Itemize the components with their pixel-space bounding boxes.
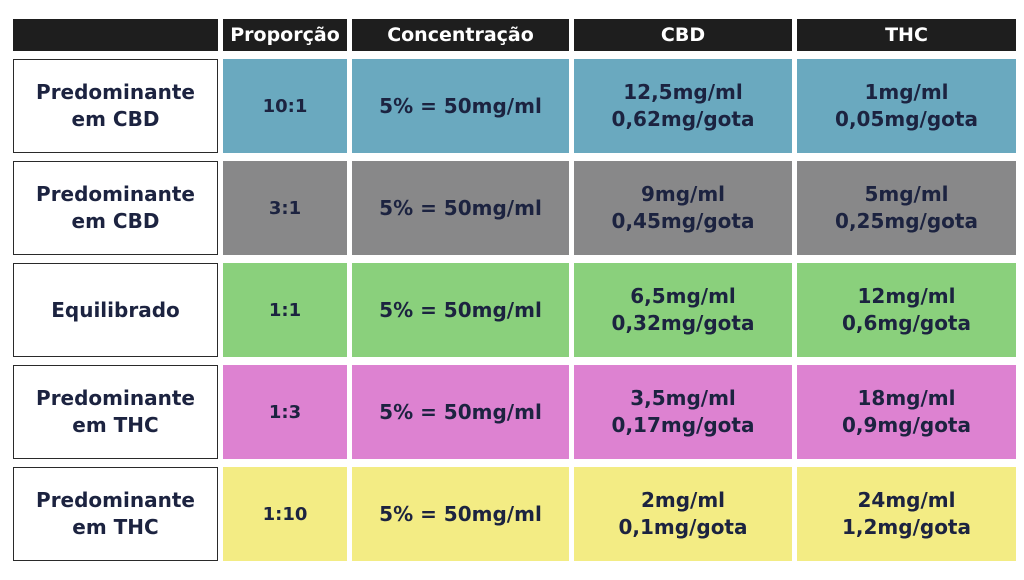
- row-label: Predominante em THC: [13, 467, 218, 561]
- ratio-cell: 10:1: [223, 59, 347, 153]
- thc-cell: 12mg/ml 0,6mg/gota: [797, 263, 1016, 357]
- header-thc: THC: [797, 19, 1016, 51]
- dosage-table: Proporção Concentração CBD THC Predomina…: [13, 19, 1016, 561]
- concentration-cell: 5% = 50mg/ml: [352, 365, 569, 459]
- header-concentracao: Concentração: [352, 19, 569, 51]
- row-label: Equilibrado: [13, 263, 218, 357]
- cbd-cell: 12,5mg/ml 0,62mg/gota: [574, 59, 792, 153]
- concentration-cell: 5% = 50mg/ml: [352, 161, 569, 255]
- ratio-cell: 1:1: [223, 263, 347, 357]
- ratio-cell: 3:1: [223, 161, 347, 255]
- concentration-cell: 5% = 50mg/ml: [352, 59, 569, 153]
- header-blank: [13, 19, 218, 51]
- row-label: Predominante em CBD: [13, 161, 218, 255]
- cbd-cell: 6,5mg/ml 0,32mg/gota: [574, 263, 792, 357]
- header-proporcao: Proporção: [223, 19, 347, 51]
- thc-cell: 18mg/ml 0,9mg/gota: [797, 365, 1016, 459]
- row-label: Predominante em THC: [13, 365, 218, 459]
- concentration-cell: 5% = 50mg/ml: [352, 467, 569, 561]
- cbd-cell: 2mg/ml 0,1mg/gota: [574, 467, 792, 561]
- thc-cell: 24mg/ml 1,2mg/gota: [797, 467, 1016, 561]
- concentration-cell: 5% = 50mg/ml: [352, 263, 569, 357]
- cbd-cell: 9mg/ml 0,45mg/gota: [574, 161, 792, 255]
- thc-cell: 1mg/ml 0,05mg/gota: [797, 59, 1016, 153]
- ratio-cell: 1:3: [223, 365, 347, 459]
- cbd-cell: 3,5mg/ml 0,17mg/gota: [574, 365, 792, 459]
- row-label: Predominante em CBD: [13, 59, 218, 153]
- ratio-cell: 1:10: [223, 467, 347, 561]
- thc-cell: 5mg/ml 0,25mg/gota: [797, 161, 1016, 255]
- header-cbd: CBD: [574, 19, 792, 51]
